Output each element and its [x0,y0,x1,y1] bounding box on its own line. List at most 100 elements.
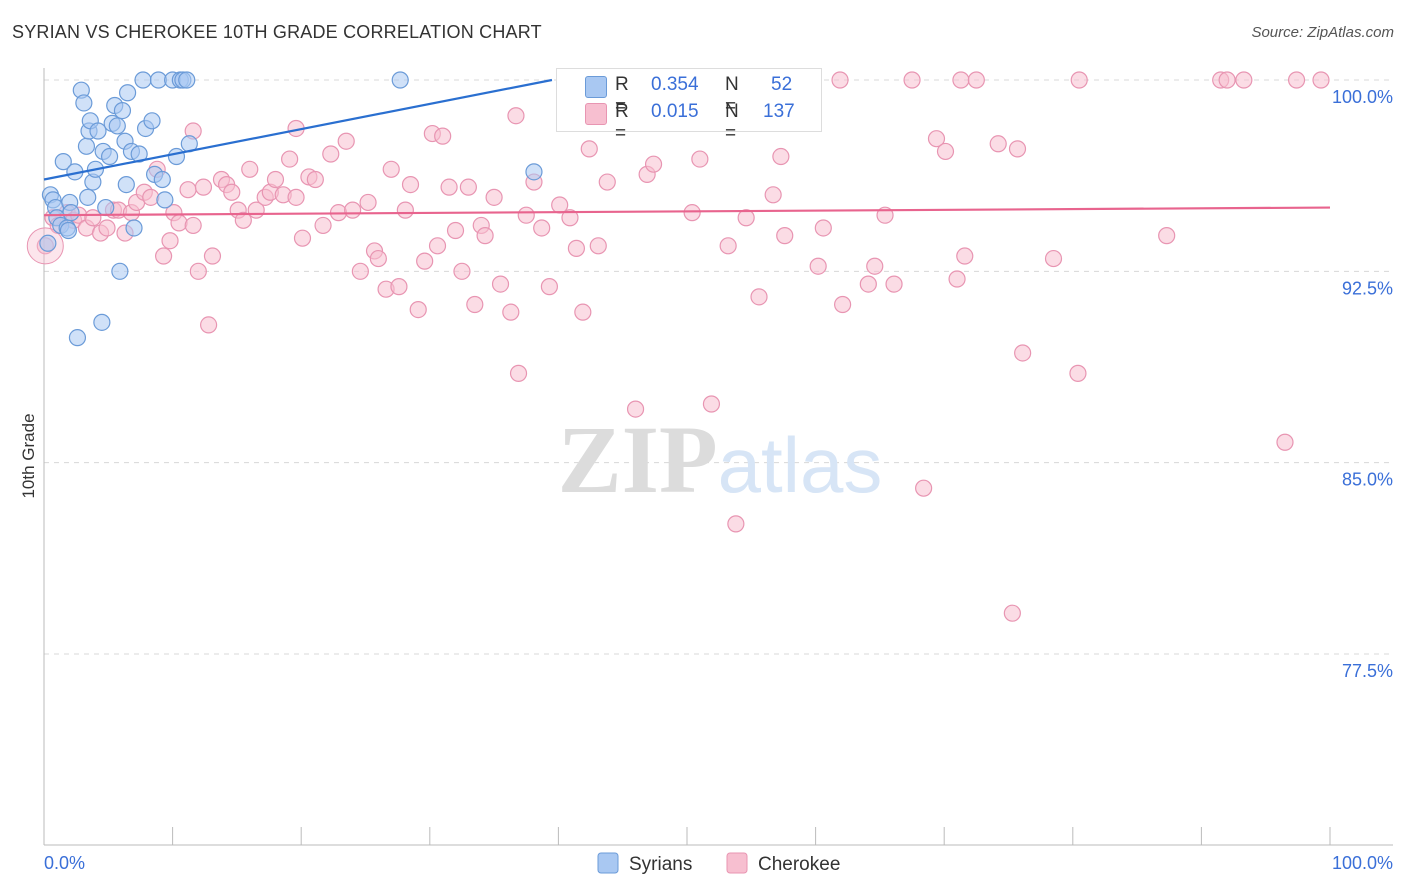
y-tick-label-3: 77.5% [1342,661,1393,681]
stats-syrians-r-value: 0.354 [651,74,699,95]
y-axis-label: 10th Grade [19,413,38,498]
cherokee-point-64 [446,221,465,240]
cherokee-point-65 [453,262,471,280]
cherokee-point-123 [1044,249,1063,268]
y-tick-label-0: 100.0% [1332,87,1393,107]
chart-title: SYRIAN VS CHEROKEE 10TH GRADE CORRELATIO… [12,22,542,42]
cherokee-point-112 [915,479,933,497]
cherokee-point-37 [266,170,285,189]
syrians-point-32 [125,219,143,237]
cherokee-point-59 [416,252,434,270]
stats-cherokee-n-label: N = [725,101,739,144]
y-tick-label-1: 92.5% [1342,278,1393,298]
cherokee-point-73 [507,107,525,125]
syrians-point-34 [134,71,152,89]
cherokee-point-78 [540,278,558,296]
y-tick-labels: 100.0% 92.5% 85.0% 77.5% [1332,87,1393,681]
cherokee-point-130 [1276,433,1294,451]
stats-syrians-swatch [585,76,607,98]
cherokee-point-107 [859,275,877,293]
cherokee-point-111 [903,71,921,89]
cherokee-point-114 [936,142,955,161]
cherokee-point-82 [574,303,592,321]
cherokee-point-74 [509,364,528,382]
cherokee-point-33 [241,160,259,178]
cherokee-point-96 [719,237,737,255]
trend-lines [43,78,1331,217]
cherokee-point-124 [1069,364,1087,382]
cherokee-point-32 [234,211,252,229]
cherokee-point-97 [727,515,745,533]
cherokee-points [26,71,1330,622]
cherokee-point-49 [351,262,369,280]
cherokee-point-135 [772,147,790,166]
cherokee-point-110 [885,275,903,293]
syrians-point-20 [93,313,111,331]
syrians-point-11 [68,329,87,347]
cherokee-point-22 [179,181,197,199]
cherokee-point-39 [281,150,299,168]
syrians-points [39,71,543,347]
cherokee-point-122 [1014,344,1032,362]
cherokee-point-118 [967,71,985,89]
legend-cherokee-swatch [726,852,748,874]
watermark: ZIPatlas [558,406,883,513]
cherokee-point-41 [293,229,312,247]
y-tick-label-2: 85.0% [1342,470,1393,490]
syrians-point-28 [113,102,132,120]
cherokee-point-100 [764,186,782,204]
cherokee-point-69 [476,227,494,245]
syrians-point-14 [77,137,96,155]
cherokee-point-128 [1218,71,1236,89]
cherokee-point-105 [831,71,849,89]
syrians-point-39 [153,170,171,189]
stats-syrians-r-label: R = [615,74,629,117]
cherokee-point-101 [776,227,794,245]
cherokee-point-93 [691,150,709,168]
cherokee-point-117 [956,247,974,265]
cherokee-point-67 [466,295,484,314]
watermark-atlas: atlas [718,421,883,509]
syrians-point-22 [97,198,115,217]
x-tick-label-max: 100.0% [1332,853,1393,873]
syrians-point-27 [111,262,129,280]
cherokee-point-103 [809,257,827,275]
cherokee-point-19 [161,232,179,250]
stats-cherokee-r-label: R = [615,101,629,144]
cherokee-point-104 [814,219,832,237]
cherokee-point-132 [1312,71,1330,89]
syrians-point-47 [391,71,409,89]
watermark-zip: ZIP [558,406,718,513]
syrians-point-30 [118,84,137,102]
cherokee-point-136 [287,188,305,206]
syrians-point-33 [130,145,148,163]
cherokee-point-25 [194,178,213,196]
cherokee-point-126 [1158,227,1176,245]
cherokee-point-85 [598,173,616,191]
syrians-point-23 [100,147,119,166]
syrians-point-40 [156,191,174,209]
cherokee-point-75 [517,206,535,224]
syrians-point-6 [54,153,72,171]
cherokee-point-57 [401,175,420,194]
cherokee-point-131 [1287,71,1306,89]
cherokee-point-55 [390,278,408,296]
cherokee-point-108 [866,257,884,275]
cherokee-point-54 [382,160,400,178]
cherokee-point-23 [184,216,202,235]
syrians-point-45 [178,71,196,89]
syrians-point-49 [59,221,78,240]
cherokee-point-115 [948,270,966,288]
stats-cherokee-swatch [585,103,607,125]
cherokee-point-16 [142,188,160,206]
cherokee-point-61 [428,237,447,255]
syrians-trend-line [43,78,553,181]
syrians-point-50 [117,175,135,194]
cherokee-point-45 [322,145,340,163]
legend-syrians-label: Syrians [629,854,692,875]
source-label: Source: ZipAtlas.com [1251,24,1394,41]
cherokee-point-94 [702,395,721,413]
syrians-point-42 [167,147,186,166]
stats-legend: R = 0.354 N = 52 R = 0.015 N = 137 [556,68,822,144]
cherokee-point-56 [396,201,414,219]
